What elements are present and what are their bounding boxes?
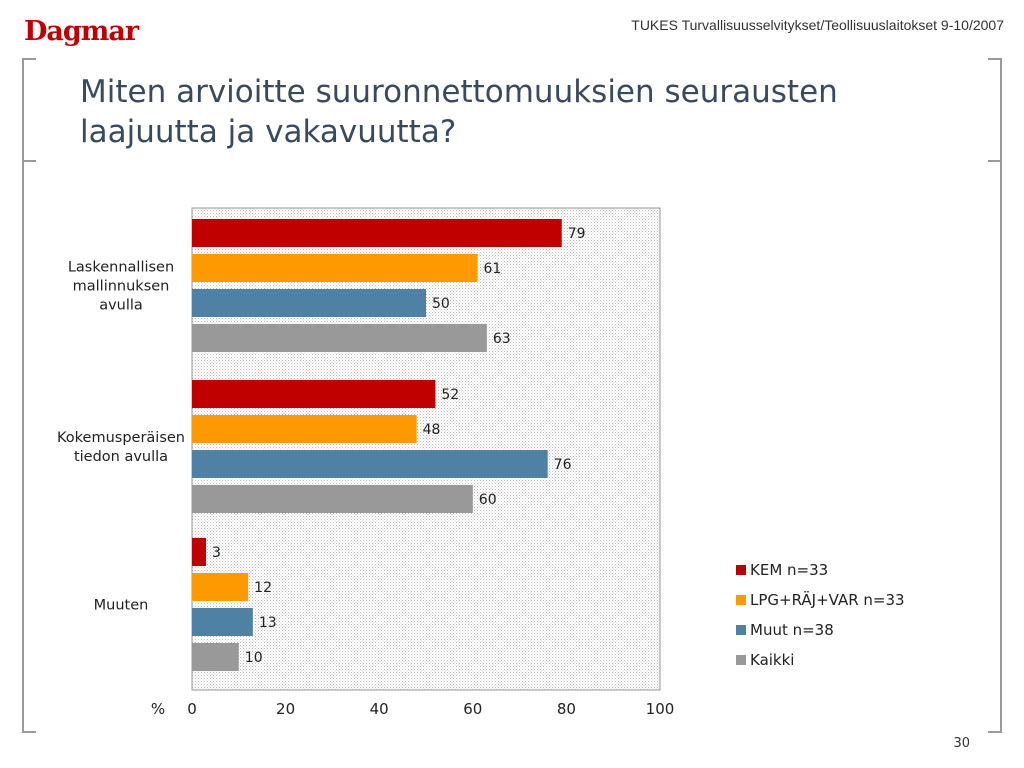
data-label-kaikki-1: 63: [493, 331, 511, 347]
bar-lpg-1: [192, 254, 478, 282]
data-label-muut-3: 13: [259, 615, 277, 631]
source-header: TUKES Turvallisuusselvitykset/Teollisuus…: [631, 17, 1004, 33]
frame-foot-right: [988, 731, 1002, 733]
legend-label-lpg: LPG+RÄJ+VAR n=33: [750, 591, 905, 609]
x-tick-label-20: 20: [276, 700, 295, 718]
bar-kem-2: [192, 380, 436, 408]
frame-bracket-right: [988, 58, 1002, 162]
bar-kaikki-3: [192, 643, 239, 671]
category-label-3: Muuten: [94, 598, 149, 614]
category-label-1: Laskennallisen mallinnuksen avulla: [68, 260, 174, 314]
data-label-lpg-1: 61: [483, 261, 501, 277]
legend-item-muut: Muut n=38: [736, 615, 905, 645]
plot-area: [191, 207, 661, 691]
legend-swatch-kaikki: [736, 655, 746, 665]
bar-lpg-3: [192, 573, 249, 601]
legend-item-kem: KEM n=33: [736, 555, 905, 585]
frame-line-right: [1000, 158, 1002, 733]
x-tick-label-40: 40: [370, 700, 389, 718]
data-label-kaikki-2: 60: [479, 492, 497, 508]
x-tick-label-60: 60: [463, 700, 482, 718]
bar-kem-3: [192, 538, 207, 566]
legend-item-kaikki: Kaikki: [736, 645, 905, 675]
legend-label-muut: Muut n=38: [750, 621, 834, 639]
bar-kaikki-2: [192, 485, 473, 513]
x-tick-label-100: 100: [646, 700, 675, 718]
frame-bracket-left: [22, 58, 36, 162]
frame-line-left: [22, 158, 24, 733]
data-label-lpg-3: 12: [254, 580, 272, 596]
slide-title: Miten arvioitte suuronnettomuuksien seur…: [80, 74, 838, 150]
x-tick-label-0: 0: [187, 700, 197, 718]
data-label-kem-1: 79: [568, 226, 586, 242]
bar-kem-1: [192, 219, 562, 247]
x-axis-label: %: [151, 700, 165, 718]
bar-muut-3: [192, 608, 253, 636]
page-number: 30: [953, 736, 970, 751]
legend-label-kem: KEM n=33: [750, 561, 829, 579]
x-tick-label-80: 80: [557, 700, 576, 718]
legend-label-kaikki: Kaikki: [750, 651, 795, 669]
legend-item-lpg: LPG+RÄJ+VAR n=33: [736, 585, 905, 615]
data-label-kaikki-3: 10: [245, 650, 263, 666]
bar-muut-2: [192, 450, 548, 478]
bar-lpg-2: [192, 415, 417, 443]
data-label-kem-3: 3: [212, 545, 221, 561]
dagmar-logo: Dagmar: [24, 16, 139, 47]
bar-muut-1: [192, 289, 426, 317]
data-label-kem-2: 52: [441, 387, 459, 403]
bar-kaikki-1: [192, 324, 487, 352]
data-label-muut-2: 76: [554, 457, 572, 473]
category-label-2: Kokemusperäisen tiedon avulla: [57, 430, 185, 465]
data-label-muut-1: 50: [432, 296, 450, 312]
data-label-lpg-2: 48: [423, 422, 441, 438]
legend-swatch-lpg: [736, 595, 746, 605]
legend-swatch-kem: [736, 565, 746, 575]
frame-foot-left: [22, 731, 36, 733]
chart-legend: KEM n=33 LPG+RÄJ+VAR n=33 Muut n=38 Kaikki: [736, 555, 905, 675]
legend-swatch-muut: [736, 625, 746, 635]
